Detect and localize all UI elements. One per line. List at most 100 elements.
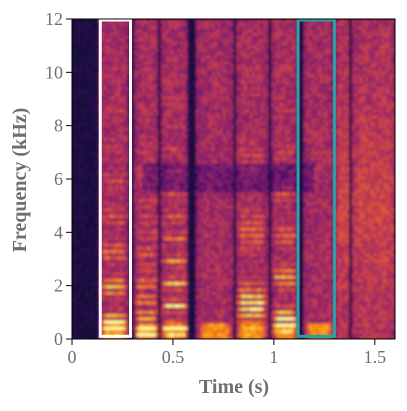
spectrogram-cell [88,185,92,190]
spectrogram-cell [90,207,95,212]
spectrogram-cell [168,198,173,202]
spectrogram-cell [187,300,192,305]
spectrogram-cell [88,239,92,244]
spectrogram-cell [106,147,111,151]
spectrogram-cell [77,25,81,30]
spectrogram-cell [168,329,173,334]
spectrogram-cell [74,105,78,110]
spectrogram-cell [125,121,130,126]
spectrogram-cell [155,313,159,318]
spectrogram-cell [74,67,78,71]
spectrogram-cell [139,220,143,225]
spectrogram-cell [112,217,116,222]
spectrogram-cell [185,57,189,62]
spectrogram-cell [193,111,197,116]
spectrogram-cell [160,223,165,228]
spectrogram-cell [77,79,81,84]
spectrogram-cell [93,38,97,42]
spectrogram-cell [144,54,148,58]
spectrogram-cell [104,73,108,78]
spectrogram-cell [166,44,170,49]
spectrogram-cell [93,57,97,62]
spectrogram-cell [80,326,84,330]
spectrogram-cell [160,111,165,116]
spectrogram-cell [155,275,159,279]
spectrogram-cell [120,28,124,33]
spectrogram-cell [104,265,108,270]
spectrogram-cell [179,281,183,286]
spectrogram-cell [101,70,105,74]
spectrogram-cell [90,63,95,68]
spectrogram-cell [115,236,119,241]
spectrogram-cell [96,115,100,119]
spectrogram-cell [193,70,197,74]
spectrogram-cell [198,297,202,302]
spectrogram-cell [147,300,151,305]
spectrogram-cell [155,179,159,183]
spectrogram-cell [176,99,181,103]
spectrogram-cell [112,195,116,199]
spectrogram-cell [88,335,92,339]
spectrogram-cell [155,316,159,321]
spectrogram-cell [72,227,76,231]
spectrogram-cell [85,268,89,273]
spectrogram-cell [90,95,95,100]
spectrogram-cell [104,227,108,231]
spectrogram-cell [88,38,92,42]
spectrogram-cell [72,25,76,30]
spectrogram-cell [96,89,100,94]
spectrogram-cell [112,326,116,330]
spectrogram-cell [150,121,154,126]
spectrogram-cell [77,214,81,218]
spectrogram-cell [125,31,130,36]
spectrogram-cell [141,236,146,241]
spectrogram-cell [77,67,81,71]
spectrogram-cell [85,38,89,42]
spectrogram-cell [166,291,170,295]
spectrogram-cell [96,262,100,266]
spectrogram-cell [120,51,124,55]
spectrogram-cell [112,230,116,234]
spectrogram-cell [104,275,108,279]
spectrogram-cell [150,307,154,311]
spectrogram-cell [160,153,165,158]
spectrogram-cell [131,239,135,244]
spectrogram-cell [144,297,148,302]
spectrogram-cell [187,281,192,286]
spectrogram-cell [190,255,194,260]
spectrogram-cell [152,182,157,186]
spectrogram-cell [174,191,178,196]
spectrogram-cell [160,105,165,110]
spectrogram-cell [123,271,127,276]
spectrogram-cell [195,118,200,122]
spectrogram-cell [190,92,194,97]
spectrogram-cell [104,41,108,46]
spectrogram-cell [193,47,197,52]
spectrogram-cell [152,268,157,273]
spectrogram-cell [80,51,84,55]
spectrogram-cell [174,236,178,241]
spectrogram-cell [168,169,173,174]
spectrogram-cell [93,310,97,314]
spectrogram-cell [117,188,122,193]
spectrogram-cell [77,115,81,119]
spectrogram-cell [77,303,81,308]
spectrogram-cell [115,163,119,167]
spectrogram-cell [90,108,95,113]
spectrogram-cell [106,207,111,212]
spectrogram-cell [185,156,189,161]
spectrogram-cell [190,118,194,122]
spectrogram-cell [152,86,157,90]
spectrogram-cell [90,153,95,158]
spectrogram-cell [147,207,151,212]
spectrogram-cell [74,83,78,87]
spectrogram-cell [90,169,95,174]
spectrogram-cell [115,76,119,81]
spectrogram-cell [104,137,108,142]
spectrogram-cell [136,121,140,126]
spectrogram-cell [85,326,89,330]
spectrogram-cell [174,25,178,30]
spectrogram-cell [190,262,194,266]
spectrogram-cell [141,185,146,190]
spectrogram-cell [106,182,111,186]
